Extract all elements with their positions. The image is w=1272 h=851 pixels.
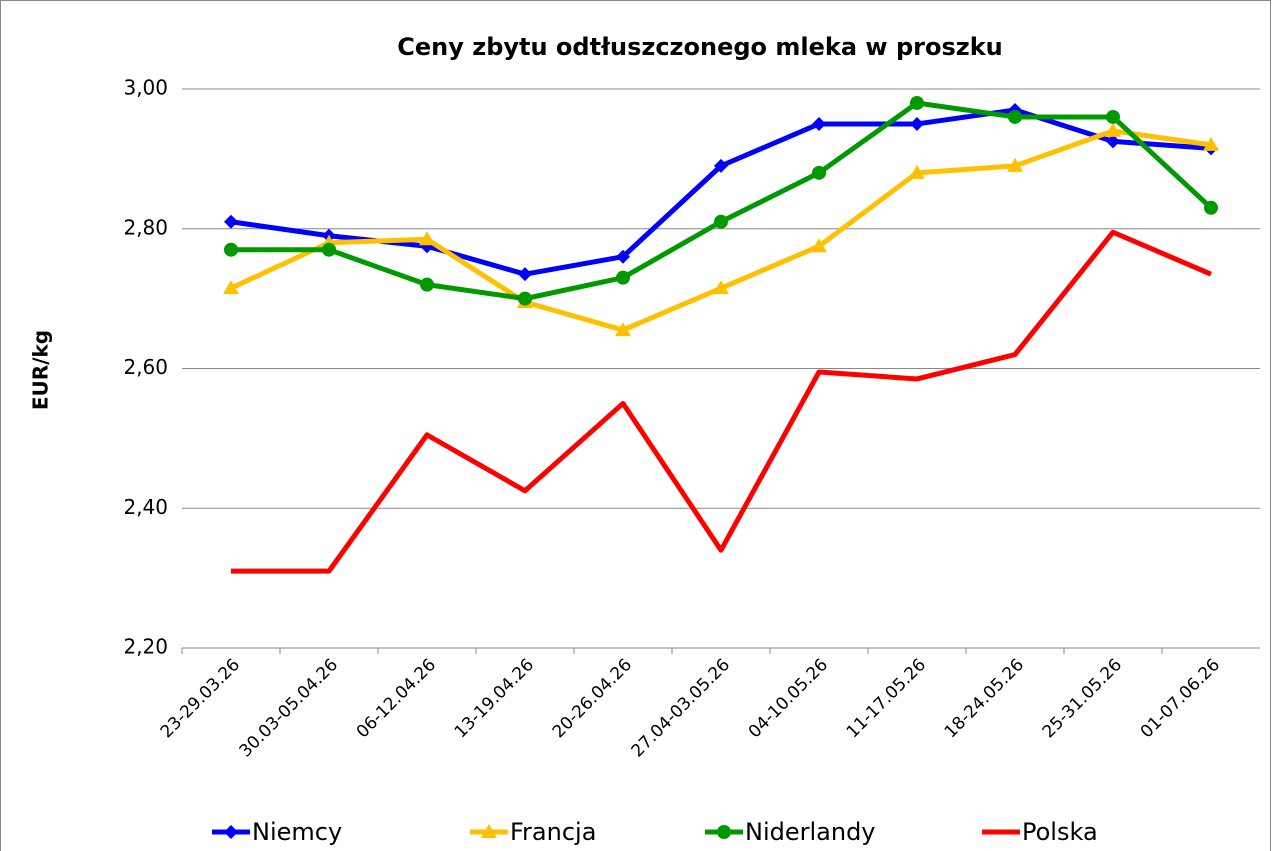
point-marker [518, 267, 532, 282]
point-marker [812, 165, 826, 180]
legend-marker [481, 824, 497, 838]
point-marker [419, 231, 435, 246]
point-marker [1203, 136, 1219, 151]
point-marker [224, 214, 238, 229]
point-marker [616, 249, 630, 264]
legend-marker [224, 825, 238, 839]
y-tick-label: 2,20 [123, 635, 168, 659]
point-marker [714, 214, 728, 229]
point-marker [910, 95, 924, 110]
legend-label: Niemcy [252, 818, 342, 846]
legend-label: Francja [510, 818, 596, 846]
point-marker [1106, 134, 1120, 149]
legend-label: Polska [1022, 818, 1098, 846]
point-marker [812, 116, 826, 131]
chart-title: Ceny zbytu odtłuszczonego mleka w proszk… [397, 33, 1003, 61]
point-marker [910, 116, 924, 131]
point-marker [223, 280, 239, 295]
point-marker [322, 242, 336, 257]
point-marker [1106, 109, 1120, 124]
point-marker [1204, 200, 1218, 215]
point-marker [1008, 109, 1022, 124]
y-tick-label: 3,00 [123, 76, 168, 100]
point-marker [616, 270, 630, 285]
point-marker [1105, 122, 1121, 137]
point-marker [224, 242, 238, 257]
y-axis-label: EUR/kg [29, 330, 53, 410]
point-marker [420, 277, 434, 292]
point-marker [615, 322, 631, 337]
point-marker [909, 164, 925, 179]
point-marker [518, 291, 532, 306]
y-tick-label: 2,40 [123, 495, 168, 519]
legend-marker [717, 825, 731, 839]
line-series [231, 229, 1212, 574]
point-marker [713, 280, 729, 295]
point-marker [714, 158, 728, 173]
legend-label: Niderlandy [745, 818, 876, 846]
y-tick-label: 2,80 [123, 215, 168, 239]
point-marker [1007, 157, 1023, 172]
point-marker [811, 238, 827, 253]
y-tick-label: 2,60 [123, 355, 168, 379]
